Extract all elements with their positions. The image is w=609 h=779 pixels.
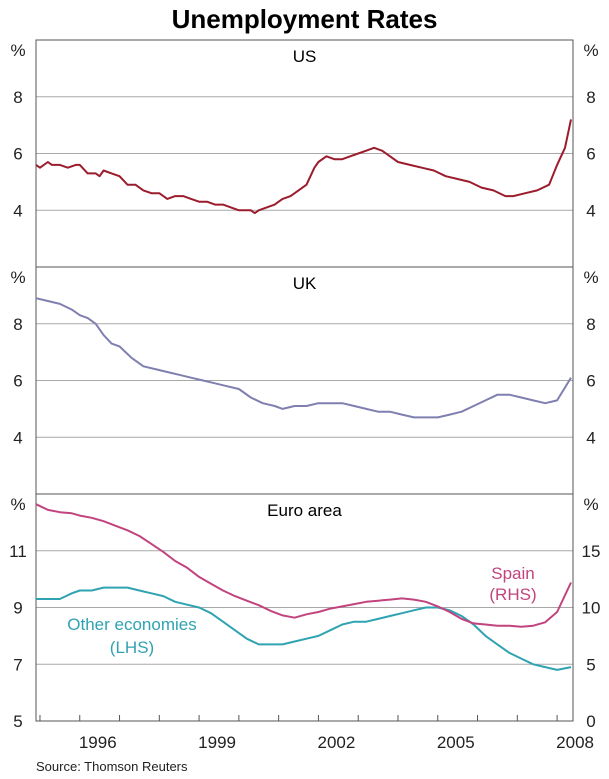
right-tick-label: 10 [582,599,601,618]
series-line-us [35,119,572,215]
panel-title-us: US [293,47,317,66]
right-tick-label: 6 [586,372,595,391]
panel-frame-euro-area [35,493,574,722]
panel-title-uk: UK [293,274,317,293]
panel-us: % % 4 6 8 4 6 8 US [10,39,599,268]
series-axis-note-spain: (RHS) [489,585,536,604]
series-label-other-economies: Other economies [67,615,196,634]
left-tick-label: 6 [13,372,22,391]
series-line-other-economies [36,586,572,671]
left-tick-label: 4 [13,428,22,447]
left-tick-label: 8 [13,88,22,107]
left-tick-label: 9 [13,599,22,618]
x-tick-label: 1999 [198,733,236,752]
x-axis: 1996 1999 2002 2005 2008 [39,715,594,752]
series-axis-note-other-economies: (LHS) [110,638,154,657]
left-unit-label: % [10,495,25,514]
right-unit-label: % [583,495,598,514]
panel-title-euro-area: Euro area [267,501,342,520]
source-note: Source: Thomson Reuters [36,759,188,774]
left-tick-label: 8 [13,315,22,334]
panel-euro-area: % % 5 7 9 11 0 5 10 15 Euro area Other economies (LH… [9,493,601,731]
x-tick-label: 1996 [79,733,117,752]
panel-uk: % % 4 6 8 4 6 8 UK [10,266,599,495]
right-tick-label: 4 [586,428,595,447]
series-line-spain [35,503,572,628]
right-unit-label: % [583,41,598,60]
chart-title: Unemployment Rates [172,4,438,34]
left-tick-label: 6 [13,145,22,164]
right-tick-label: 6 [586,145,595,164]
left-tick-label: 4 [13,201,22,220]
right-tick-label: 4 [586,201,595,220]
x-tick-label: 2005 [437,733,475,752]
left-tick-label: 5 [13,712,22,731]
x-tick-label: 2002 [318,733,356,752]
left-tick-label: 11 [9,542,27,561]
right-tick-label: 8 [586,88,595,107]
right-tick-label: 5 [586,655,595,674]
x-tick-label: 2008 [556,733,594,752]
right-unit-label: % [583,268,598,287]
series-line-uk [35,297,572,419]
right-tick-label: 0 [586,712,595,731]
left-unit-label: % [10,268,25,287]
left-unit-label: % [10,41,25,60]
panels-layer: % % 4 6 8 4 6 8 US% % 4 6 8 4 6 8 UK% % 5 7 9 11 0 5 10 15 Euro ar… [9,39,601,731]
right-tick-label: 8 [586,315,595,334]
left-tick-label: 7 [13,655,22,674]
series-label-spain: Spain [491,564,534,583]
right-tick-label: 15 [582,542,601,561]
